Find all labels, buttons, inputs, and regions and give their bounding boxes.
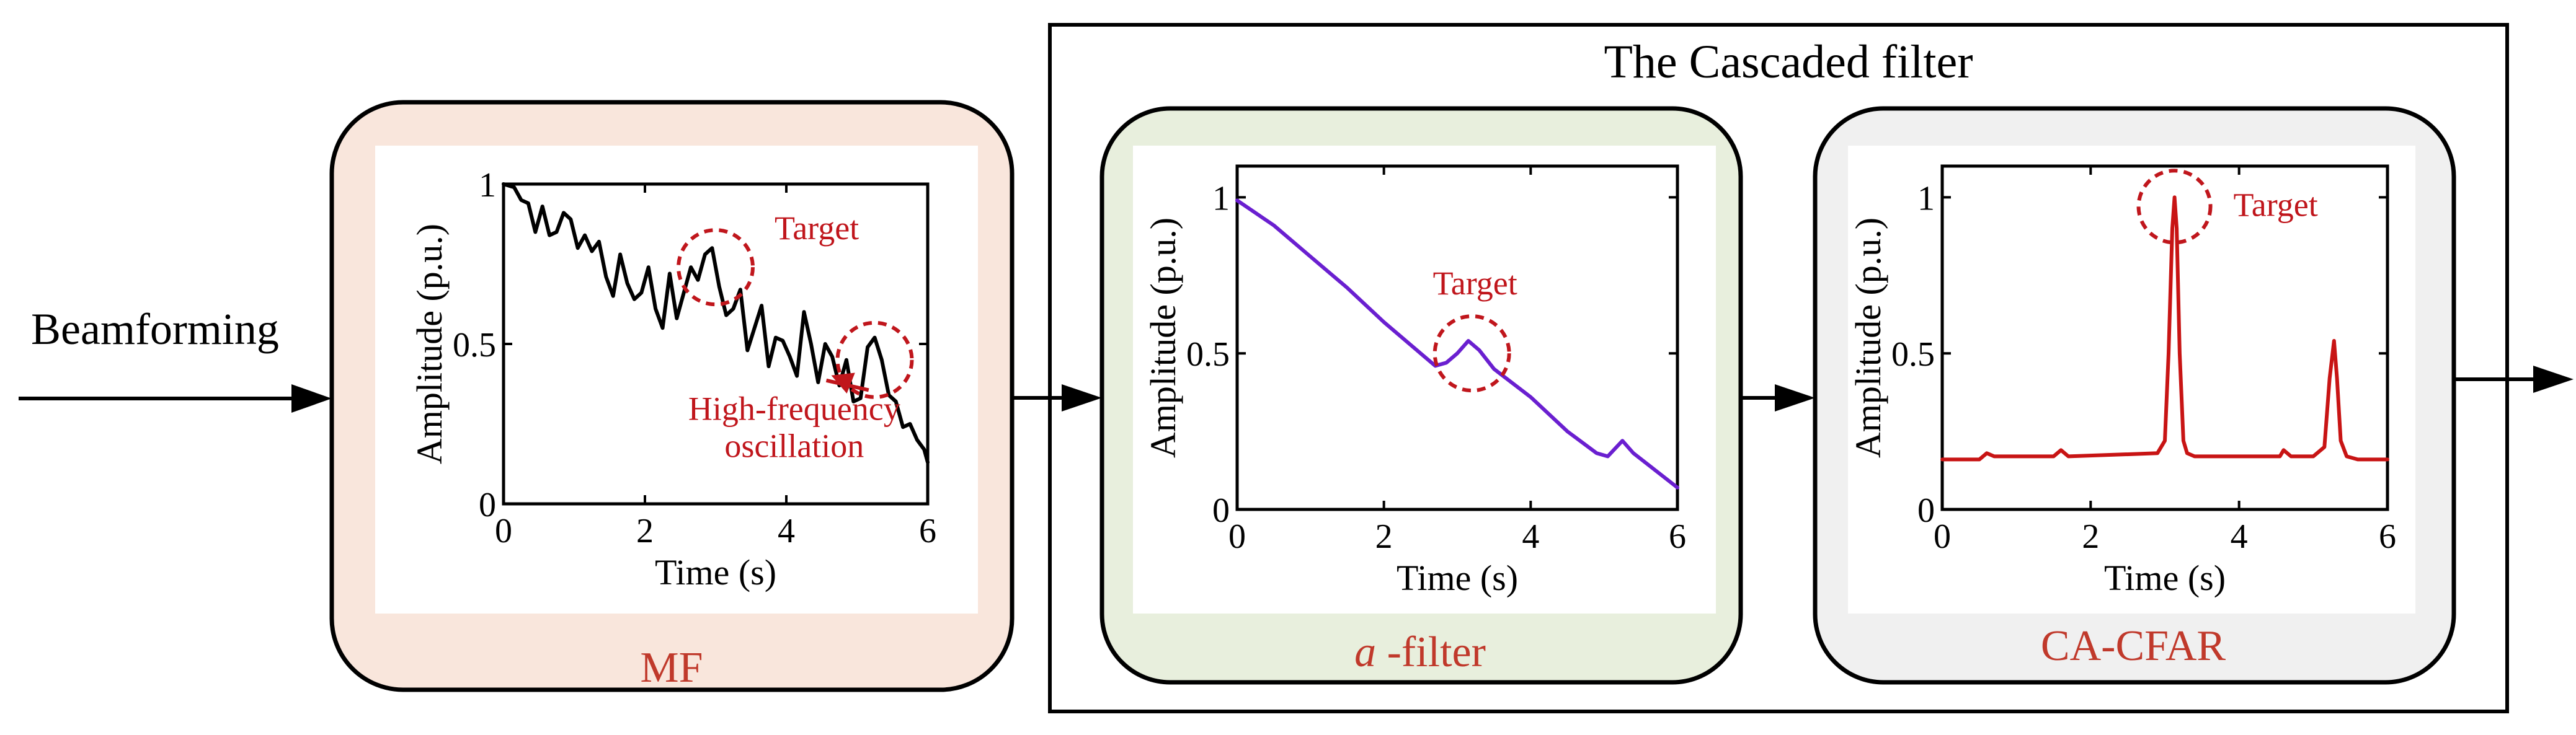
alpha-ylabel: Amplitude (p.u.) xyxy=(1143,218,1183,458)
mf-xtick-label: 2 xyxy=(636,512,654,550)
beamforming-label: Beamforming xyxy=(31,304,279,354)
cfar-ytick-label: 0.5 xyxy=(1891,335,1935,374)
alpha-xlabel: Time (s) xyxy=(1397,558,1518,598)
cfar-ylabel: Amplitude (p.u.) xyxy=(1848,218,1888,458)
cfar-series-line xyxy=(1940,195,2389,462)
mf-xtick-label: 6 xyxy=(919,512,936,550)
alpha-filter-chart: 0 2 4 6 0 0.5 1 Time (s) Amplitude (p.u.) Target xyxy=(1143,164,1686,598)
cfar-xtick-label: 2 xyxy=(2082,517,2099,556)
alpha-xtick-label: 6 xyxy=(1669,517,1686,556)
alpha-ytick-label: 0 xyxy=(1212,491,1230,530)
mf-target-label: Target xyxy=(775,209,859,247)
input-arrow xyxy=(19,384,332,413)
arrow-alpha-to-cfar xyxy=(1741,384,1815,412)
alpha-axes-box xyxy=(1235,164,1679,511)
mf-ytick-label: 0 xyxy=(479,486,496,524)
mf-xlabel: Time (s) xyxy=(655,552,776,592)
cfar-target-label: Target xyxy=(2234,186,2318,223)
mf-xtick-label: 4 xyxy=(778,512,795,550)
cfar-xlabel: Time (s) xyxy=(2104,558,2226,598)
alpha-target-label: Target xyxy=(1433,265,1517,302)
cfar-xtick-label: 0 xyxy=(1934,517,1951,556)
cascade-frame xyxy=(1048,23,2509,713)
mf-oscillation-ring xyxy=(835,320,914,399)
alpha-filter-plot-panel xyxy=(1133,146,1716,614)
alpha-ytick-label: 0.5 xyxy=(1186,335,1230,374)
mf-plot-panel xyxy=(375,146,978,614)
mf-ylabel: Amplitude (p.u.) xyxy=(409,224,450,464)
mf-label: MF xyxy=(640,644,703,692)
cascade-title: The Cascaded filter xyxy=(1604,36,1973,88)
cfar-ytick-label: 1 xyxy=(1917,179,1935,218)
alpha-xtick-label: 4 xyxy=(1522,517,1539,556)
alpha-xtick-label: 2 xyxy=(1375,517,1393,556)
cfar-xtick-label: 6 xyxy=(2379,517,2396,556)
alpha-filter-label: a -filter xyxy=(1354,628,1486,676)
mf-target-ring xyxy=(677,228,755,307)
alpha-xtick-label: 0 xyxy=(1228,517,1246,556)
mf-xtick-label: 0 xyxy=(495,512,512,550)
cfar-ytick-label: 0 xyxy=(1917,491,1935,530)
mf-chart: 0 2 4 6 0 0.5 1 Time (s) Amplitude (p.u.) Target H… xyxy=(409,166,936,592)
alpha-series-line xyxy=(1235,198,1679,490)
output-arrow xyxy=(2454,366,2574,393)
cacfar-chart: 0 2 4 6 0 0.5 1 Time (s) Amplitude (p.u.) Target xyxy=(1848,164,2396,598)
mf-ytick-label: 1 xyxy=(479,166,496,205)
cfar-axes-box xyxy=(1940,164,2389,511)
cfar-target-ring xyxy=(2136,169,2213,245)
cfar-xtick-label: 4 xyxy=(2231,517,2248,556)
cacfar-label: CA-CFAR xyxy=(2041,622,2226,670)
mf-series-line xyxy=(502,182,930,464)
mf-oscillation-label: High-frequency oscillation xyxy=(688,390,900,464)
mf-oscillation-arrowhead xyxy=(831,372,855,394)
mf-ytick-label: 0.5 xyxy=(453,326,496,364)
alpha-ytick-label: 1 xyxy=(1212,179,1230,218)
arrow-mf-to-alpha xyxy=(1012,384,1102,412)
alpha-target-ring xyxy=(1432,314,1511,393)
